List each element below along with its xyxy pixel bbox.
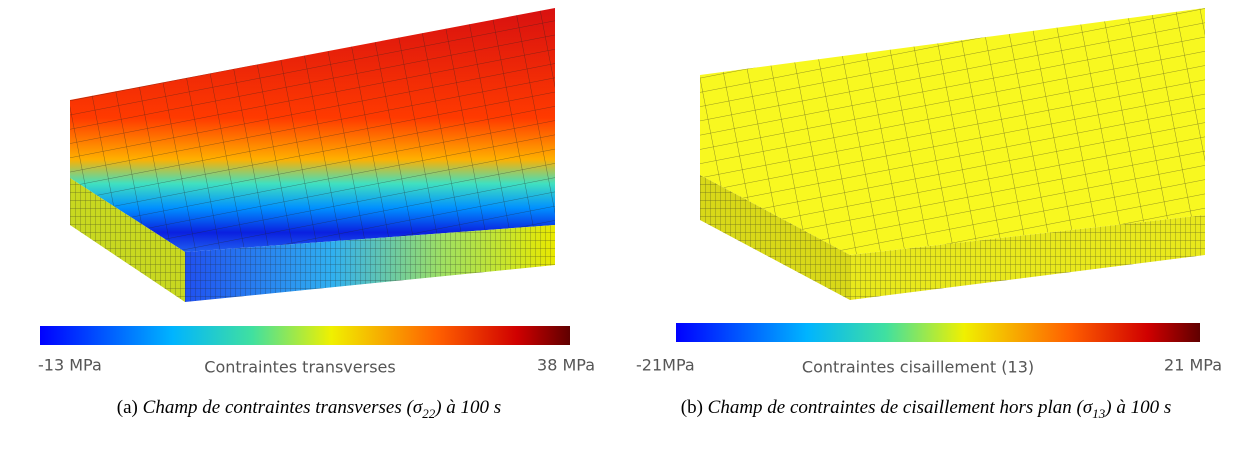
caption-text: Champ de contraintes de cisaillement hor… <box>707 397 1083 418</box>
slab-top-mesh <box>70 8 555 252</box>
plot-b: -21MPa Contraintes cisaillement (13) 21 … <box>636 8 1222 377</box>
slab-front-mesh <box>850 215 1205 300</box>
colorbar-title: Contraintes cisaillement (13) <box>802 358 1034 377</box>
caption-b: (b) Champ de contraintes de cisaillement… <box>614 393 1238 429</box>
colorbar-min: -13 MPa <box>38 356 102 375</box>
slab-left-mesh <box>70 178 185 302</box>
caption-label: (b) <box>680 397 703 418</box>
caption-a: (a) Champ de contraintes transverses (σ2… <box>4 393 614 429</box>
caption-label: (a) <box>116 397 138 418</box>
slab-front-mesh <box>185 225 555 302</box>
caption-suffix: ) à 100 s <box>435 397 502 418</box>
colorbar-max: 38 MPa <box>537 356 595 375</box>
plot-a: -13 MPa Contraintes transverses 38 MPa <box>38 8 595 377</box>
caption-suffix: ) à 100 s <box>1105 397 1172 418</box>
caption-subscript: 13 <box>1092 405 1106 421</box>
caption-text: Champ de contraintes transverses ( <box>142 397 413 418</box>
slab-top-mesh <box>700 8 1205 255</box>
slab-left-mesh <box>700 175 850 300</box>
colorbar-min: -21MPa <box>636 356 695 375</box>
colorbar-title: Contraintes transverses <box>204 358 395 377</box>
colorbar <box>676 323 1200 342</box>
colorbar <box>40 326 570 345</box>
caption-symbol: σ <box>412 397 423 418</box>
caption-symbol: σ <box>1082 397 1093 418</box>
colorbar-max: 21 MPa <box>1164 356 1222 375</box>
caption-subscript: 22 <box>422 405 436 421</box>
